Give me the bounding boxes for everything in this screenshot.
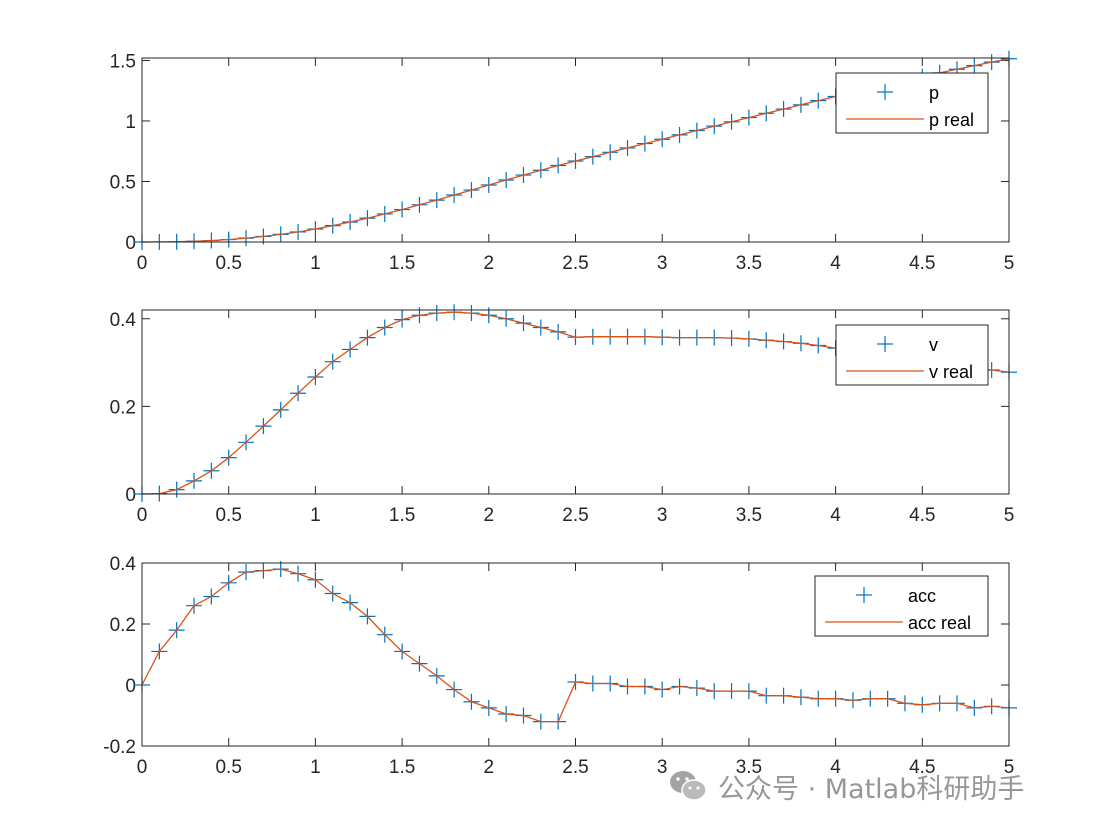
y-tick-label: 0 — [125, 485, 136, 506]
y-tick-label: 0.2 — [110, 397, 136, 418]
legend-entry-label: v real — [929, 362, 973, 382]
x-tick-label: 3 — [657, 253, 668, 274]
y-tick-label: 0.4 — [110, 310, 137, 331]
axes-frame — [141, 309, 1010, 495]
y-tick-label: 0.2 — [110, 615, 136, 636]
legend-box — [835, 72, 989, 134]
x-tick-label: 2.5 — [562, 505, 588, 526]
axes-frame — [141, 57, 1010, 243]
x-tick-label: 1.5 — [389, 757, 415, 778]
x-tick-label: 2 — [484, 253, 495, 274]
legend-entry-label: v — [929, 335, 938, 355]
y-tick-label: 0 — [125, 676, 136, 697]
x-tick-label: 2 — [484, 757, 495, 778]
x-tick-label: 1.5 — [389, 505, 415, 526]
x-tick-label: 2.5 — [562, 757, 588, 778]
y-tick-label: -0.2 — [103, 737, 136, 758]
x-tick-label: 0.5 — [215, 757, 241, 778]
x-tick-label: 1 — [310, 253, 321, 274]
legend-marker-symbol — [877, 84, 893, 100]
legend-entry-label: p real — [929, 110, 974, 130]
subplot-position: 0 0.5 1 1.5 2 2.5 3 3.5 4 4.5 5 0 0.5 1 1.5 p p real — [110, 50, 1017, 274]
x-tick-label: 4.5 — [909, 757, 935, 778]
x-tick-label: 0 — [137, 757, 148, 778]
y-tick-label: 0.4 — [110, 554, 137, 575]
x-tick-label: 5 — [1004, 253, 1015, 274]
watermark-text: 公众号 · Matlab科研助手 — [718, 773, 1025, 805]
legend-marker-symbol — [856, 587, 872, 603]
series-line-acc-real — [141, 568, 1010, 723]
legend-entry-label: acc — [908, 586, 936, 606]
watermark: 公众号 · Matlab科研助手 — [668, 764, 1088, 808]
x-tick-label: 3.5 — [736, 253, 762, 274]
x-tick-label: 4.5 — [909, 253, 935, 274]
x-tick-label: 3.5 — [736, 757, 762, 778]
x-tick-label: 1 — [310, 757, 321, 778]
x-tick-label: 4 — [830, 505, 841, 526]
x-tick-label: 0 — [137, 253, 148, 274]
x-tick-label: 0.5 — [215, 253, 241, 274]
x-tick-label: 5 — [1004, 505, 1015, 526]
legend-marker-symbol — [877, 336, 893, 352]
x-tick-label: 4 — [830, 757, 841, 778]
x-tick-label: 3 — [657, 757, 668, 778]
x-tick-label: 4.5 — [909, 505, 935, 526]
x-tick-label: 4 — [830, 253, 841, 274]
legend-entry-label: acc real — [908, 613, 971, 633]
x-tick-label: 3.5 — [736, 505, 762, 526]
x-tick-label: 5 — [1004, 757, 1015, 778]
x-tick-label: 2.5 — [562, 253, 588, 274]
legend-box — [835, 324, 989, 386]
legend-entry-label: p — [929, 83, 939, 103]
y-tick-label: 1.5 — [110, 51, 136, 72]
legend: acc acc real — [814, 575, 989, 637]
legend: p p real — [835, 72, 989, 134]
legend: v v real — [835, 324, 989, 386]
y-tick-label: 0 — [125, 233, 136, 254]
subplot-velocity: 0 0.5 1 1.5 2 2.5 3 3.5 4 4.5 5 0 0.2 0.4 v v real — [110, 304, 1017, 526]
wechat-icon — [670, 771, 707, 801]
x-tick-label: 0 — [137, 505, 148, 526]
x-tick-label: 2 — [484, 505, 495, 526]
x-tick-label: 1 — [310, 505, 321, 526]
axes-frame — [141, 562, 1010, 747]
y-tick-label: 0.5 — [110, 172, 136, 193]
x-tick-label: 3 — [657, 505, 668, 526]
y-tick-label: 1 — [125, 112, 136, 133]
x-tick-label: 1.5 — [389, 253, 415, 274]
legend-box — [814, 575, 989, 637]
x-tick-label: 0.5 — [215, 505, 241, 526]
